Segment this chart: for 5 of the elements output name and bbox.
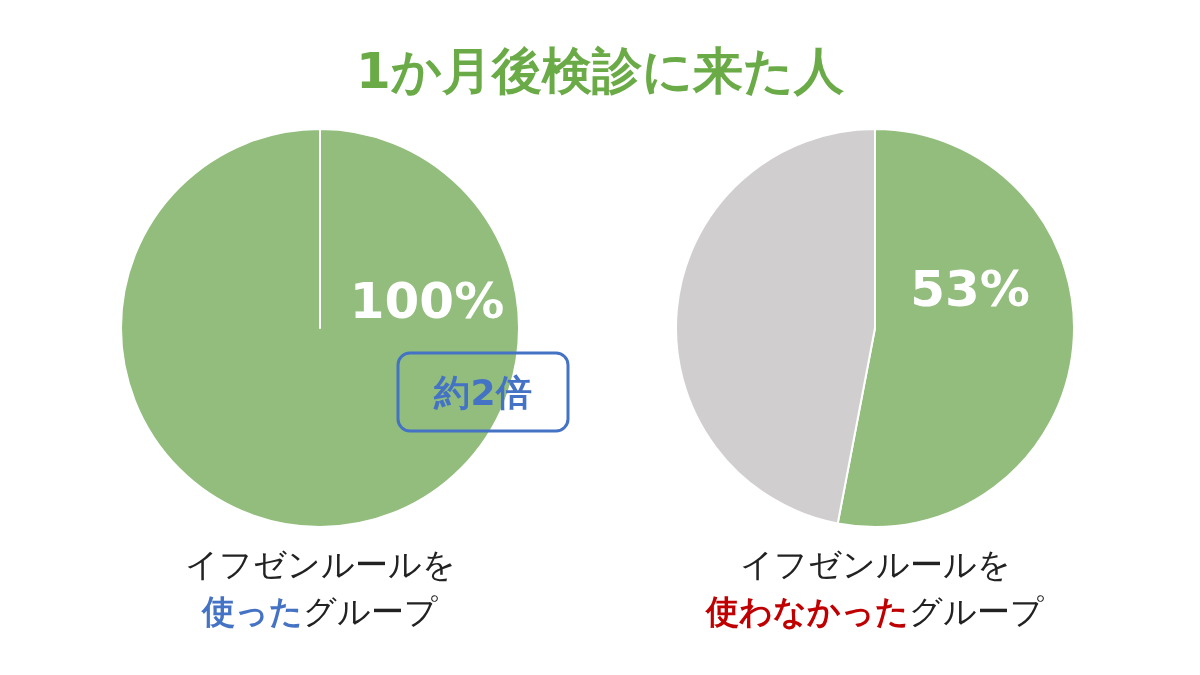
text: イフゼンルールを使ったグループ: [184, 545, 456, 631]
data-label: 53%: [910, 260, 1030, 318]
chart-title: 1か月後検診に来た人: [356, 42, 844, 100]
text: イフゼンルールを使わなかったグループ: [705, 545, 1044, 631]
data-label: 100%: [349, 272, 505, 330]
